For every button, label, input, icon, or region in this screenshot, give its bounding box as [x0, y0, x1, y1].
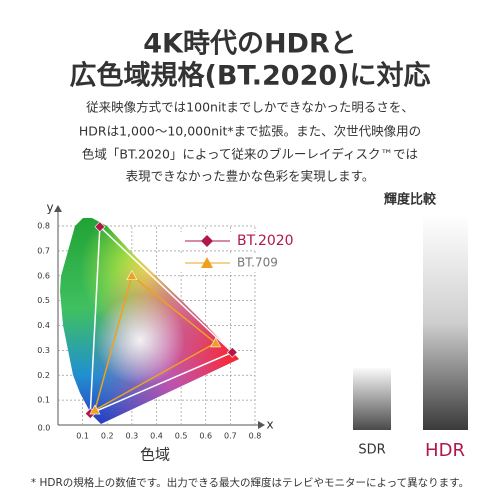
y-tick-label: 0.2: [37, 371, 50, 380]
body-text: 従来映像方式では100nitまでしかできなかった明るさを、: [86, 100, 414, 115]
footnote: * HDRの規格上の数値です。出力できる最大の輝度はテレビやモニターによって異な…: [31, 476, 469, 489]
caption: 色域: [140, 446, 170, 464]
title: 広色域規格(BT.2020)に対応: [70, 60, 431, 92]
y-tick-label: 0.5: [37, 296, 50, 305]
y-tick-label: 0.1: [37, 396, 50, 405]
brightness-title: 輝度比較: [384, 192, 437, 208]
x-tick-label: 0.3: [126, 432, 139, 441]
x-tick-label: 0.1: [76, 432, 89, 441]
vertex-marker: [94, 221, 106, 233]
body-text: 色域「BT.2020」によって従来のブルーレイディスク™では: [82, 147, 418, 162]
gamut-triangle: [93, 274, 217, 412]
vertex-marker: [126, 270, 138, 281]
x-tick-label: 0.8: [249, 432, 262, 441]
hdr-label: HDR: [425, 440, 465, 461]
arrow: [54, 205, 62, 212]
y-tick-label: 0.3: [37, 346, 50, 355]
y-tick-label: 0.7: [37, 246, 50, 255]
x-tick-label: 0.5: [175, 432, 188, 441]
sdr-label: SDR: [358, 443, 385, 458]
y-tick-label: 0.8: [37, 222, 50, 231]
gamut-triangle: [89, 225, 234, 415]
gamut-chart: y x 0.0 色域 0.1 0.2 0.3 0.4 0.5 0.6 0.7 0.8 0.1 0.…: [37, 201, 310, 464]
legend-label: BT.709: [237, 256, 278, 270]
hdr-bar: [423, 215, 468, 430]
x-tick-label: 0.4: [150, 432, 163, 441]
legend-label: BT.2020: [237, 233, 294, 249]
sdr-bar: [353, 368, 391, 430]
x-tick-label: 0.6: [199, 432, 212, 441]
origin-label: 0.0: [38, 424, 51, 433]
arrow: [258, 421, 265, 429]
vertex-marker: [89, 404, 101, 415]
vertex-marker: [210, 337, 222, 348]
body-text: HDRは1,000〜10,000nit*まで拡張。また、次世代映像用の: [79, 124, 421, 139]
y-axis-label: y: [46, 201, 53, 215]
title: 4K時代のHDRと: [143, 29, 357, 60]
body-text: 表現できなかった豊かな色彩を実現します。: [126, 169, 375, 184]
y-tick-label: 0.6: [37, 271, 50, 280]
legend-marker: [201, 235, 213, 247]
x-tick-label: 0.2: [101, 432, 114, 441]
x-tick-label: 0.7: [224, 432, 237, 441]
legend-marker: [201, 257, 213, 268]
legend-bg: [180, 232, 310, 250]
vertex-marker: [226, 346, 238, 358]
x-axis-label: x: [266, 418, 273, 432]
y-tick-label: 0.4: [37, 321, 50, 330]
